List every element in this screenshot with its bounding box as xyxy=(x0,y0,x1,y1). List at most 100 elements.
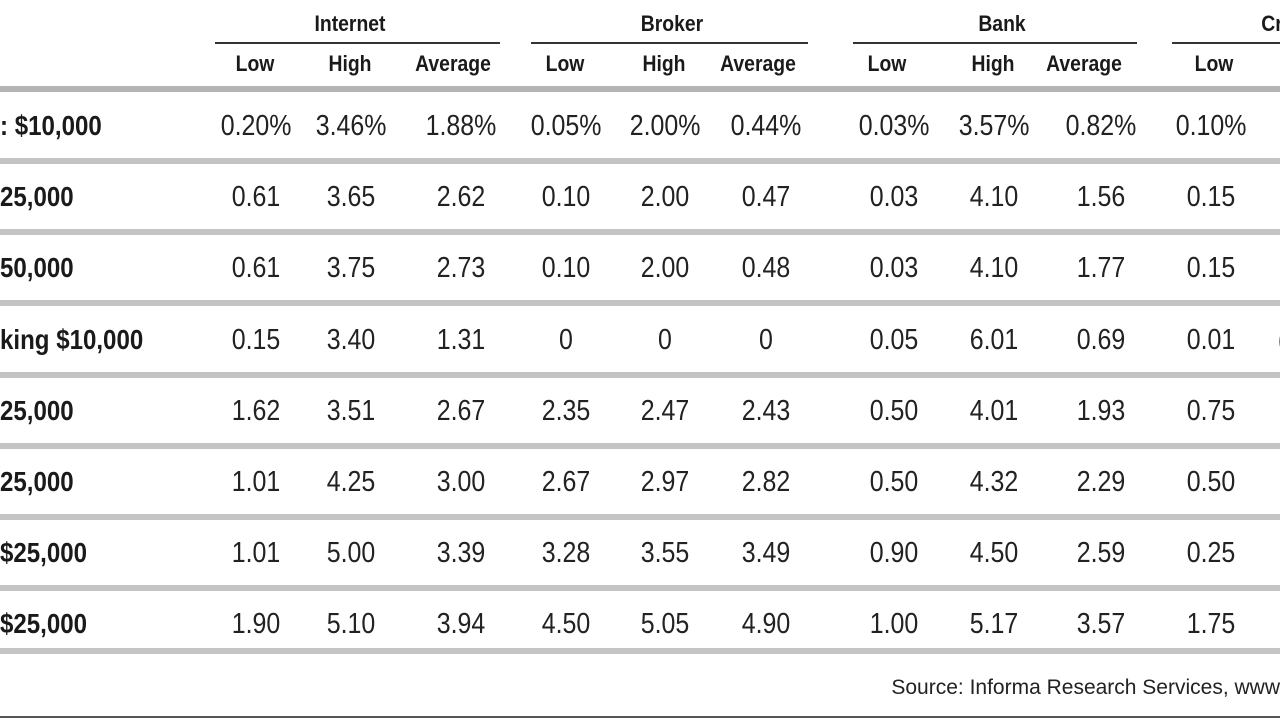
table-cell: ( xyxy=(1265,308,1280,372)
table-cell: 2.82 xyxy=(741,466,791,498)
table-cell: 3.49 xyxy=(741,537,791,569)
table-cell: 0.15 xyxy=(231,324,281,356)
table-cell: 2.67 xyxy=(541,466,591,498)
group-header-broker: Broker xyxy=(640,11,704,36)
table-cell: 2.62 xyxy=(436,181,486,213)
table-cell: · xyxy=(1265,521,1280,585)
table-cell: 0.03 xyxy=(869,252,919,284)
table-cell: 0.01 xyxy=(1186,324,1236,356)
subheader-internet-low: Low xyxy=(235,51,275,76)
table-cell: 0.47 xyxy=(741,181,791,213)
table-cell: 1.31 xyxy=(436,324,486,356)
group-rule-partial xyxy=(1172,42,1280,44)
table-row: : $10,000 0.20% 3.46% 1.88% 0.05% 2.00% 0.44% 0… xyxy=(0,94,1280,158)
table-cell: 0.50 xyxy=(869,466,919,498)
table-cell: 1.93 xyxy=(1076,395,1126,427)
table-row: $25,000 1.90 5.10 3.94 4.50 5.05 4.90 1.00 5.17 3… xyxy=(0,592,1280,656)
table-row: 50,000 0.61 3.75 2.73 0.10 2.00 0.48 0.03 4.10 1.… xyxy=(0,236,1280,300)
table-cell: 2.00 xyxy=(640,252,690,284)
row-divider xyxy=(0,158,1280,164)
row-label: king $10,000 xyxy=(0,324,144,355)
header-divider xyxy=(0,86,1280,92)
table-cell: : xyxy=(1265,592,1280,656)
group-header-internet: Internet xyxy=(314,11,386,36)
table-cell: 1.01 xyxy=(231,466,281,498)
table-cell: 3.57 xyxy=(1076,608,1126,640)
table-cell: : xyxy=(1265,379,1280,443)
table-cell: 0.48 xyxy=(741,252,791,284)
row-divider xyxy=(0,514,1280,520)
table-cell: 0.50 xyxy=(869,395,919,427)
table-cell: 0.20% xyxy=(220,110,292,142)
subheader-broker-high: High xyxy=(642,51,686,76)
table-cell: 0 xyxy=(658,324,672,356)
table-cell: 0.90 xyxy=(869,537,919,569)
table-cell: : xyxy=(1265,165,1280,229)
table-cell: 1.62 xyxy=(231,395,281,427)
subheader-broker-low: Low xyxy=(545,51,585,76)
subheader-internet-high: High xyxy=(328,51,372,76)
table-row: 25,000 1.62 3.51 2.67 2.35 2.47 2.43 0.50 4.01 1.… xyxy=(0,379,1280,443)
row-label: 25,000 xyxy=(0,466,74,497)
table-cell: 2.00% xyxy=(629,110,701,142)
table-cell: 3.65 xyxy=(326,181,376,213)
table-cell: 5.05 xyxy=(640,608,690,640)
table-cell: : xyxy=(1265,236,1280,300)
table-cell: 3.75 xyxy=(326,252,376,284)
table-cell: 0 xyxy=(559,324,573,356)
table-cell: 5.00 xyxy=(326,537,376,569)
table-cell: 2.59 xyxy=(1076,537,1126,569)
table-cell: 0.10 xyxy=(541,252,591,284)
table-cell: 0.15 xyxy=(1186,252,1236,284)
table-cell: 1.88% xyxy=(425,110,497,142)
row-label: 50,000 xyxy=(0,252,74,283)
table-cell: 2.43 xyxy=(741,395,791,427)
table-cell: 0.25 xyxy=(1186,537,1236,569)
table-cell: 6.01 xyxy=(969,324,1019,356)
group-header-bank: Bank xyxy=(978,11,1026,36)
subheader-bank-low: Low xyxy=(867,51,907,76)
source-note: Source: Informa Research Services, www xyxy=(891,676,1280,699)
row-label: $25,000 xyxy=(0,608,88,639)
table-cell: 0.10% xyxy=(1175,110,1247,142)
table-cell: 3.28 xyxy=(541,537,591,569)
table-cell: 2.29 xyxy=(1076,466,1126,498)
table-cell: 0.61 xyxy=(231,252,281,284)
row-label: : $10,000 xyxy=(0,110,102,141)
table-cell: 3.55 xyxy=(640,537,690,569)
group-header-partial: Cr xyxy=(1261,11,1280,36)
table-cell: · xyxy=(1265,450,1280,514)
table-cell: 4.32 xyxy=(969,466,1019,498)
row-divider xyxy=(0,229,1280,235)
table-cell: 0.10 xyxy=(541,181,591,213)
row-divider xyxy=(0,443,1280,449)
row-label: 25,000 xyxy=(0,181,74,212)
table-cell: 3.57% xyxy=(958,110,1030,142)
subheader-bank-average: Average xyxy=(1046,51,1122,76)
table-cell: 1.56 xyxy=(1076,181,1126,213)
group-rule-internet xyxy=(215,42,500,44)
table-cell: 0 xyxy=(759,324,773,356)
table-cell: 0.50 xyxy=(1186,466,1236,498)
table-cell: 0.03% xyxy=(858,110,930,142)
table-cell: 3.94 xyxy=(436,608,486,640)
table-cell: 3.39 xyxy=(436,537,486,569)
row-divider xyxy=(0,372,1280,378)
table-cell: 0.15 xyxy=(1186,181,1236,213)
table-cell: 4.90 xyxy=(741,608,791,640)
frame-bottom-line xyxy=(0,716,1280,718)
table-cell: 0.44% xyxy=(730,110,802,142)
row-divider xyxy=(0,300,1280,306)
table-cell: 0.75 xyxy=(1186,395,1236,427)
table-cell: 1.77 xyxy=(1076,252,1126,284)
table-cell: 2.97 xyxy=(640,466,690,498)
table-cell: 0.05% xyxy=(530,110,602,142)
table-row: 25,000 0.61 3.65 2.62 0.10 2.00 0.47 0.03 4.10 1.… xyxy=(0,165,1280,229)
table-cell: 4.10 xyxy=(969,181,1019,213)
table-cell: 4.50 xyxy=(969,537,1019,569)
table-bottom-rule xyxy=(0,648,1280,654)
table-cell: 2.47 xyxy=(640,395,690,427)
table-cell: 3.51 xyxy=(326,395,376,427)
table-cell: 2.35 xyxy=(541,395,591,427)
